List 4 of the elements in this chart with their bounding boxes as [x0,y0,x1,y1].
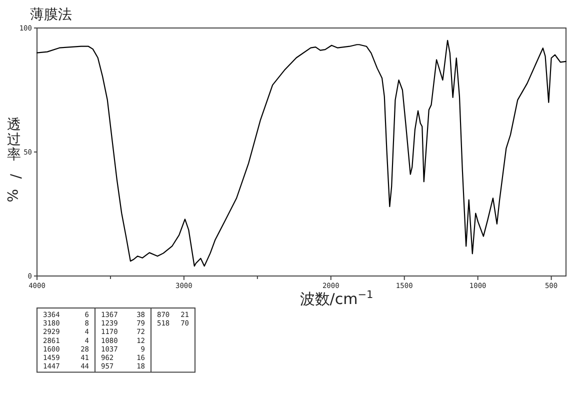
chart-title: 薄膜法 [30,7,72,23]
x-axis-title: 波数/cm$^{−1}$ [300,289,374,308]
y-axis-title: 透过率/% [3,117,24,202]
line-series [36,40,567,267]
